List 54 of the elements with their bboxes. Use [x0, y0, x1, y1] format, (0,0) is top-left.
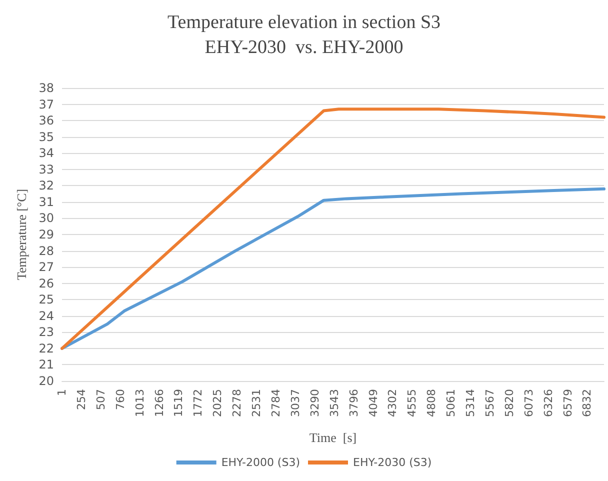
x-tick-label: 1772 [192, 389, 205, 417]
x-tick-label: 4049 [366, 389, 380, 417]
line-series [60, 108, 606, 350]
y-tick-label: 24 [38, 308, 54, 323]
y-tick-label: 36 [38, 114, 54, 128]
y-tick-label: 23 [38, 325, 54, 340]
chart-subtitle: EHY-2030 vs. EHY-2000 [204, 37, 404, 58]
x-tick-label: 6073 [522, 389, 536, 417]
y-tick-label: 25 [38, 292, 54, 307]
y-tick-label: 22 [38, 341, 54, 356]
x-tick-label: 2531 [250, 389, 264, 417]
x-tick-label: 1519 [172, 389, 186, 417]
x-tick-label: 4808 [425, 389, 438, 417]
y-tick-label: 38 [38, 81, 54, 95]
x-tick-label: 5314 [464, 389, 478, 417]
y-tick-label: 29 [38, 228, 54, 242]
legend-label: EHY-2030 (S3) [353, 456, 432, 469]
x-tick-label: 3290 [308, 389, 322, 417]
x-tick-label: 4302 [386, 389, 400, 417]
x-tick-label: 4555 [406, 389, 419, 417]
x-tick-label: 5061 [444, 389, 458, 417]
x-tick-label: 254 [74, 389, 88, 410]
x-tick-label: 6326 [542, 389, 555, 417]
y-tick-label: 33 [38, 162, 54, 176]
x-tick-label: 6579 [561, 389, 574, 417]
x-axis-title: Time [s] [309, 430, 357, 445]
y-tick-label: 28 [38, 244, 54, 258]
y-tick-label: 32 [38, 178, 54, 193]
y-axis-title: Temperature [°C] [14, 188, 29, 280]
y-tick-label: 27 [38, 260, 54, 274]
x-tick-label: 5820 [502, 389, 516, 417]
x-tick-label: 1 [56, 389, 68, 396]
x-tick-label: 5567 [483, 389, 496, 417]
y-tick-label: 34 [38, 146, 54, 160]
x-tick-label: 2784 [269, 389, 282, 417]
x-tick-label: 2025 [211, 389, 224, 417]
x-tick-label: 1013 [133, 389, 146, 417]
x-tick-label: 1266 [152, 389, 166, 417]
chart-title: Temperature elevation in section S3 [167, 12, 441, 33]
x-tick-label: 6832 [580, 389, 594, 417]
x-tick-label: 3543 [328, 389, 341, 417]
y-tick-label: 30 [38, 211, 54, 226]
x-tick-label: 507 [94, 389, 108, 410]
y-tick-label: 20 [38, 374, 54, 388]
x-tick-label: 3037 [288, 389, 302, 417]
legend-label: EHY-2000 (S3) [221, 456, 300, 469]
x-tick-label: 3796 [347, 389, 360, 417]
y-tick-label: 35 [38, 130, 54, 144]
y-tick-label: 26 [38, 276, 54, 290]
y-tick-label: 37 [38, 97, 54, 112]
y-tick-label: 31 [38, 194, 54, 209]
x-tick-label: 2278 [230, 389, 244, 417]
y-tick-label: 21 [38, 358, 54, 372]
x-tick-label: 760 [114, 389, 127, 410]
